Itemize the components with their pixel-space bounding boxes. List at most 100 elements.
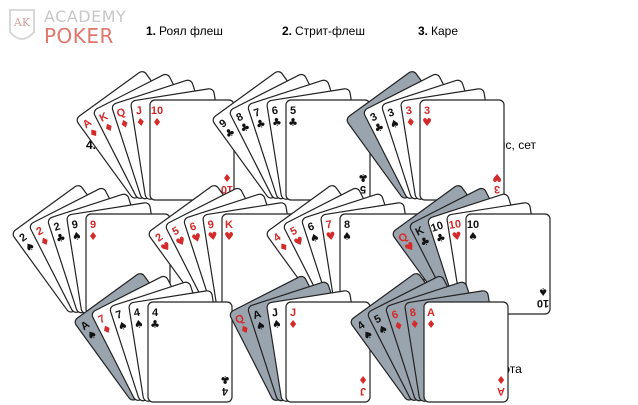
card-J-diamond: J♦J♦	[285, 301, 371, 403]
card-body	[229, 73, 348, 199]
heart-icon: ♥	[207, 229, 219, 243]
diamond-icon: ♦	[152, 116, 162, 129]
card-rank: 3	[386, 107, 396, 120]
card-body	[427, 193, 538, 314]
card-8-club: 8♣	[229, 73, 348, 199]
card-10-club: 10 ♣	[427, 193, 538, 314]
spade-icon: ♠	[254, 318, 267, 333]
diamond-icon: ♦	[222, 171, 232, 184]
card-rank: 6	[390, 309, 400, 322]
card-rank: 9	[207, 219, 215, 232]
card-5-spade: 5♠	[367, 275, 486, 401]
card-2-diamond: 2♦	[29, 187, 148, 313]
diamond-icon: ♦	[38, 234, 53, 250]
hand-fan-10: 4♠5♠6♦8♦A♦A♦	[350, 273, 509, 403]
hand-fan-5: 2♥5♥6♥9♥K♥K♥	[148, 185, 307, 315]
card-9-heart: 9♥	[202, 202, 301, 314]
card-rank: 8	[344, 219, 350, 231]
card-rank: Q	[115, 106, 127, 120]
spade-icon: ♠	[22, 239, 38, 255]
card-A-spade: A♠	[247, 281, 358, 402]
card-rank: 3	[368, 111, 379, 124]
card-body	[12, 185, 137, 313]
card-body	[148, 185, 273, 313]
card-body	[66, 202, 165, 314]
card-rank: K	[225, 219, 233, 231]
card-rank: J	[360, 385, 366, 397]
hand-label-8: 8. Две пары	[140, 362, 206, 376]
diamond-icon: ♦	[238, 322, 253, 338]
diamond-icon: ♦	[102, 120, 117, 136]
hand-label-10: 10. Старшая карта	[418, 362, 522, 376]
card-2-heart: 2♥	[148, 185, 273, 313]
card-rank: 2	[153, 231, 165, 244]
diamond-icon: ♦	[288, 318, 298, 331]
card-7-diamond: 7♦	[91, 275, 210, 401]
heart-icon: ♥	[224, 230, 234, 243]
card-body	[350, 273, 475, 401]
heart-icon: ♥	[292, 234, 307, 250]
card-rank: 2	[17, 231, 29, 244]
heart-icon: ♥	[174, 234, 189, 250]
card-body	[93, 73, 212, 199]
card-body	[266, 290, 365, 402]
card-rank: J	[135, 105, 143, 118]
diamond-icon: ♦	[405, 115, 417, 129]
card-9-club: 9♣	[212, 71, 337, 199]
card-body	[320, 202, 419, 314]
club-icon: ♣	[220, 373, 230, 386]
card-rank: 7	[252, 107, 262, 120]
card-rank: A	[427, 307, 435, 319]
card-corner-bottom: A♦	[496, 373, 506, 397]
hand-fan-4: 2♠2♦2♣9♠9♦9♦	[12, 185, 171, 315]
card-corner-bottom: 5♣	[358, 171, 368, 195]
card-body	[339, 213, 425, 315]
club-icon: ♣	[434, 230, 447, 245]
diamond-icon: ♦	[426, 318, 436, 331]
card-rank: K	[414, 224, 427, 238]
hand-fan-9: Q♦A♠J♠J♦J♦	[229, 275, 371, 403]
spade-icon: ♠	[342, 230, 352, 243]
card-rank: 10	[467, 219, 479, 231]
card-body	[385, 281, 496, 402]
card-corner-bottom: J♦	[358, 373, 368, 397]
card-corner-bottom: 4♣	[220, 373, 230, 397]
card-2-club: 2♣	[47, 193, 158, 314]
card-8-diamond: 8♦	[404, 290, 503, 402]
card-10-diamond: 10♦10♦	[149, 99, 235, 201]
card-rank: K	[98, 110, 111, 124]
card-body	[446, 202, 545, 314]
hand-fan-2: 9♣8♣7♣6♣5♣5♣	[212, 71, 371, 201]
card-body	[91, 275, 210, 401]
card-rank: 10	[151, 105, 163, 117]
card-rank: 8	[409, 307, 417, 320]
card-body	[266, 88, 365, 200]
club-icon: ♣	[150, 318, 160, 331]
card-rank: 2	[52, 221, 62, 234]
logo-brand-top: ACADEMY	[44, 7, 127, 26]
card-rank: 7	[325, 219, 333, 232]
card-6-spade: 6♠	[301, 193, 412, 314]
card-4-spade: 4♠	[128, 290, 227, 402]
logo-emblem-icon: AK	[9, 9, 35, 40]
card-A-diamond: A♦	[76, 71, 201, 199]
heart-icon: ♥	[158, 239, 174, 255]
card-body	[283, 187, 402, 313]
diamond-icon: ♦	[135, 115, 147, 129]
card-3-club: 3♣	[363, 73, 482, 199]
card-rank: 6	[306, 221, 316, 234]
card-body	[147, 301, 233, 403]
card-rank: 7	[114, 309, 124, 322]
card-body	[149, 99, 235, 201]
card-9-spade: 9♠	[66, 202, 165, 314]
spade-icon: ♠	[412, 285, 422, 298]
card-9-diamond: 9♦9♦	[85, 213, 171, 315]
card-rank: 4	[152, 307, 159, 319]
club-icon: ♣	[418, 234, 433, 250]
hand-fan-1: A♦K♦Q♦J♦10♦10♦	[76, 71, 235, 201]
heart-icon: ♥	[492, 171, 502, 184]
card-rank: 5	[290, 105, 296, 117]
card-rank: 3	[405, 105, 413, 118]
card-rank: 9	[71, 219, 79, 232]
